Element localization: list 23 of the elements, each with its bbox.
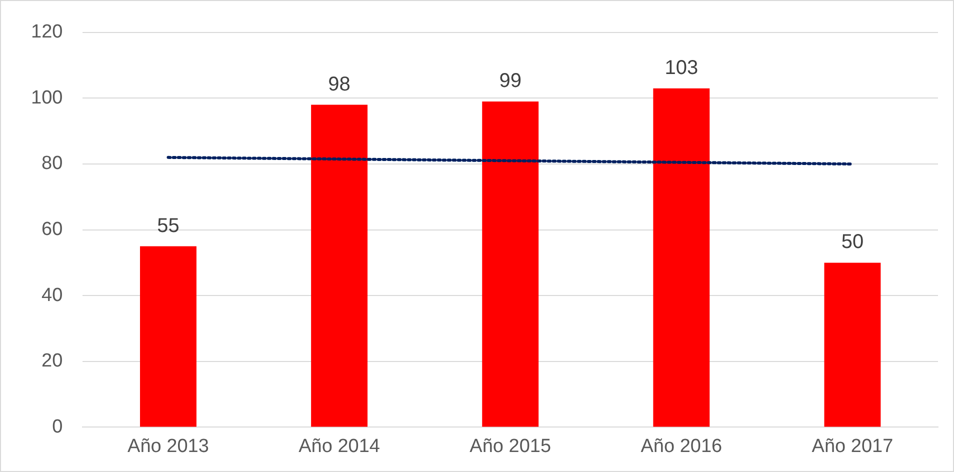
y-tick-label: 20	[42, 350, 63, 372]
y-tick-label: 80	[42, 153, 63, 174]
y-tick-label: 0	[52, 416, 63, 438]
x-tick-label: Año 2015	[470, 436, 552, 457]
x-tick-label: Año 2016	[640, 436, 722, 457]
bar	[653, 88, 710, 427]
y-tick-label: 40	[42, 284, 63, 306]
data-label: 55	[157, 214, 180, 237]
y-tick-label: 100	[31, 87, 63, 108]
bar	[311, 104, 368, 427]
line-series	[166, 156, 854, 166]
data-label: 50	[841, 231, 864, 254]
bar	[140, 246, 196, 427]
x-tick-label: Año 2013	[128, 436, 209, 457]
data-label: 98	[328, 73, 350, 96]
y-tick-label: 120	[31, 22, 63, 43]
bar	[482, 101, 539, 427]
y-tick-label: 60	[42, 219, 63, 240]
bar	[824, 262, 881, 427]
data-label: 99	[499, 70, 522, 92]
data-label: 103	[664, 56, 698, 79]
x-tick-label: Año 2014	[298, 436, 380, 457]
x-tick-label: Año 2017	[812, 436, 894, 457]
